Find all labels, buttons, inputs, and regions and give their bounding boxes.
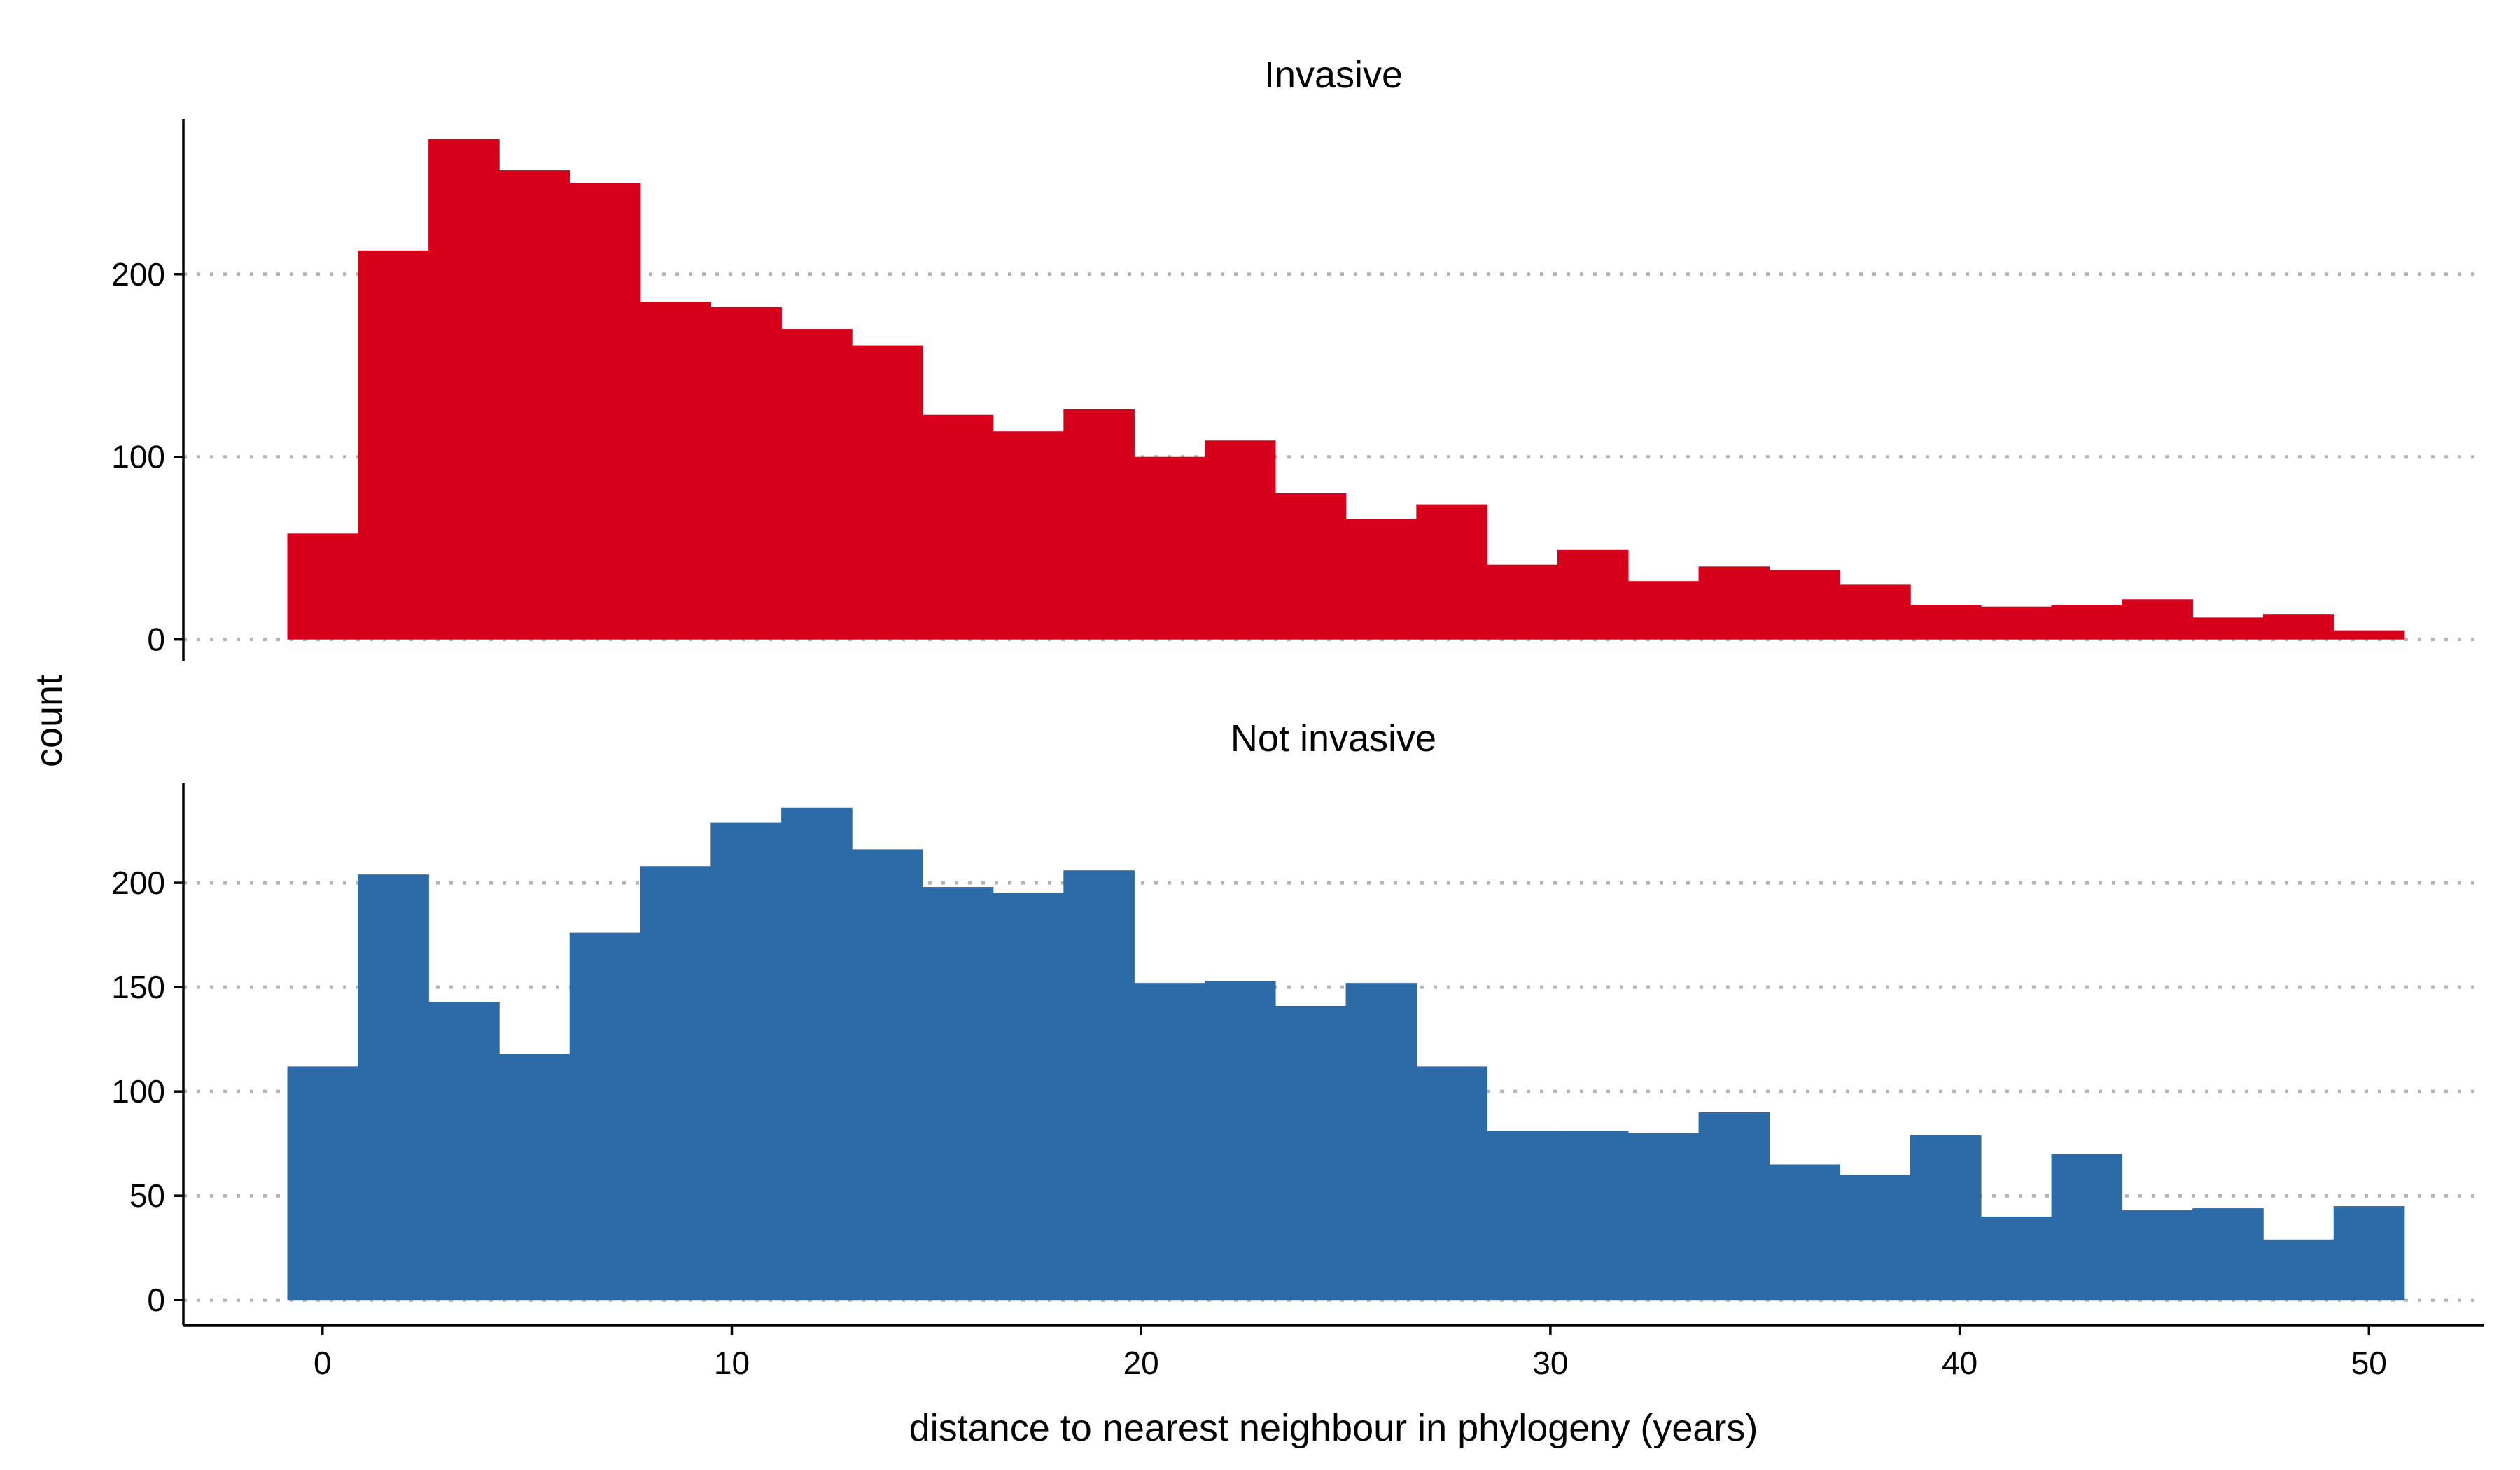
histogram-bar: [640, 301, 712, 640]
histogram-bar: [1275, 1005, 1347, 1301]
histogram-bar: [1557, 1130, 1629, 1301]
histogram-bar: [1487, 564, 1558, 640]
panel-not-invasive: 0 50 100 150 200 Not invasive: [111, 718, 2484, 1325]
histogram-bar: [851, 345, 923, 640]
histogram-bar: [1698, 566, 1770, 640]
y-tick-label: 50: [130, 1177, 165, 1214]
histogram-bar: [2122, 1210, 2193, 1301]
histogram-bar: [640, 866, 712, 1301]
y-tick-label: 100: [111, 439, 165, 475]
panel-title: Invasive: [1264, 54, 1403, 96]
histogram-bar: [1063, 870, 1135, 1301]
histogram-bar: [569, 183, 641, 640]
histogram-bar: [498, 170, 570, 640]
y-tick-label: 200: [111, 864, 165, 901]
histogram-bar: [710, 822, 782, 1301]
x-axis-title: distance to nearest neighbour in phyloge…: [909, 1407, 1758, 1449]
x-tick-label: 30: [1532, 1345, 1568, 1381]
histogram-bar: [1416, 504, 1488, 640]
histogram-bar: [1628, 581, 1700, 640]
x-tick-label: 0: [314, 1345, 332, 1381]
panel-title: Not invasive: [1231, 718, 1436, 760]
x-tick-label: 50: [2351, 1345, 2387, 1381]
histogram-bar: [2262, 614, 2334, 640]
histogram-bar: [781, 807, 853, 1301]
histogram-bar: [1204, 981, 1276, 1301]
histogram-bar: [781, 329, 853, 640]
y-tick-label: 0: [147, 622, 165, 658]
histogram-bar: [2051, 605, 2123, 640]
histogram-bar: [1134, 456, 1205, 640]
histogram-bar: [498, 1054, 570, 1301]
y-tick-label: 100: [111, 1073, 165, 1110]
y-tick-label: 150: [111, 969, 165, 1005]
histogram-bar: [2051, 1154, 2123, 1301]
histogram-bar: [287, 1066, 359, 1301]
histogram-bar: [1980, 1217, 2052, 1301]
histogram-bar: [710, 307, 782, 640]
panel-invasive: 0 100 200 Invasive: [111, 54, 2484, 662]
histogram-bar: [1910, 1135, 1982, 1301]
histogram-bar: [1275, 493, 1347, 640]
histogram-bar: [1557, 550, 1629, 640]
x-tick-label: 20: [1124, 1345, 1159, 1381]
histogram-bar: [922, 414, 994, 640]
histogram-bar: [428, 1001, 500, 1301]
histogram-bar: [1063, 409, 1135, 640]
histogram-bar: [1698, 1112, 1770, 1301]
histogram-bar: [569, 932, 641, 1301]
histogram-bar: [358, 874, 429, 1301]
histogram-bar: [1769, 570, 1840, 640]
x-tick-label: 40: [1942, 1345, 1977, 1381]
histogram-bar: [2333, 630, 2405, 640]
histogram-bar: [428, 139, 500, 640]
histogram-bar: [1204, 440, 1276, 640]
histogram-bar: [993, 892, 1065, 1301]
histogram-bar: [1628, 1133, 1700, 1301]
y-tick-label: 200: [111, 256, 165, 293]
histogram-bar: [1910, 605, 1982, 640]
histogram-bar: [287, 533, 359, 640]
histogram-bar: [1980, 606, 2052, 640]
y-tick-label: 0: [147, 1282, 165, 1318]
histogram-bar: [2262, 1239, 2334, 1301]
histogram-bar: [2192, 617, 2264, 640]
histogram-bar: [993, 431, 1065, 640]
histogram-bar: [358, 250, 429, 640]
histogram-bar: [1345, 519, 1418, 640]
histogram-bar: [2192, 1208, 2264, 1301]
histogram-bar: [1345, 983, 1418, 1301]
histogram-bar: [1134, 983, 1205, 1301]
x-tick-label: 10: [714, 1345, 750, 1381]
histogram-bar: [1416, 1066, 1488, 1301]
histogram-bar: [2122, 599, 2193, 640]
histogram-bar: [1840, 1175, 1911, 1301]
histogram-bar: [922, 887, 994, 1301]
histogram-bar: [1840, 584, 1911, 640]
histogram-bar: [2333, 1206, 2405, 1301]
histogram-bar: [851, 849, 923, 1301]
y-axis-title: count: [28, 675, 70, 767]
x-axis: 0 10 20 30 40 50: [183, 1324, 2484, 1381]
histogram-bar: [1769, 1164, 1840, 1301]
histogram-bar: [1487, 1130, 1558, 1301]
